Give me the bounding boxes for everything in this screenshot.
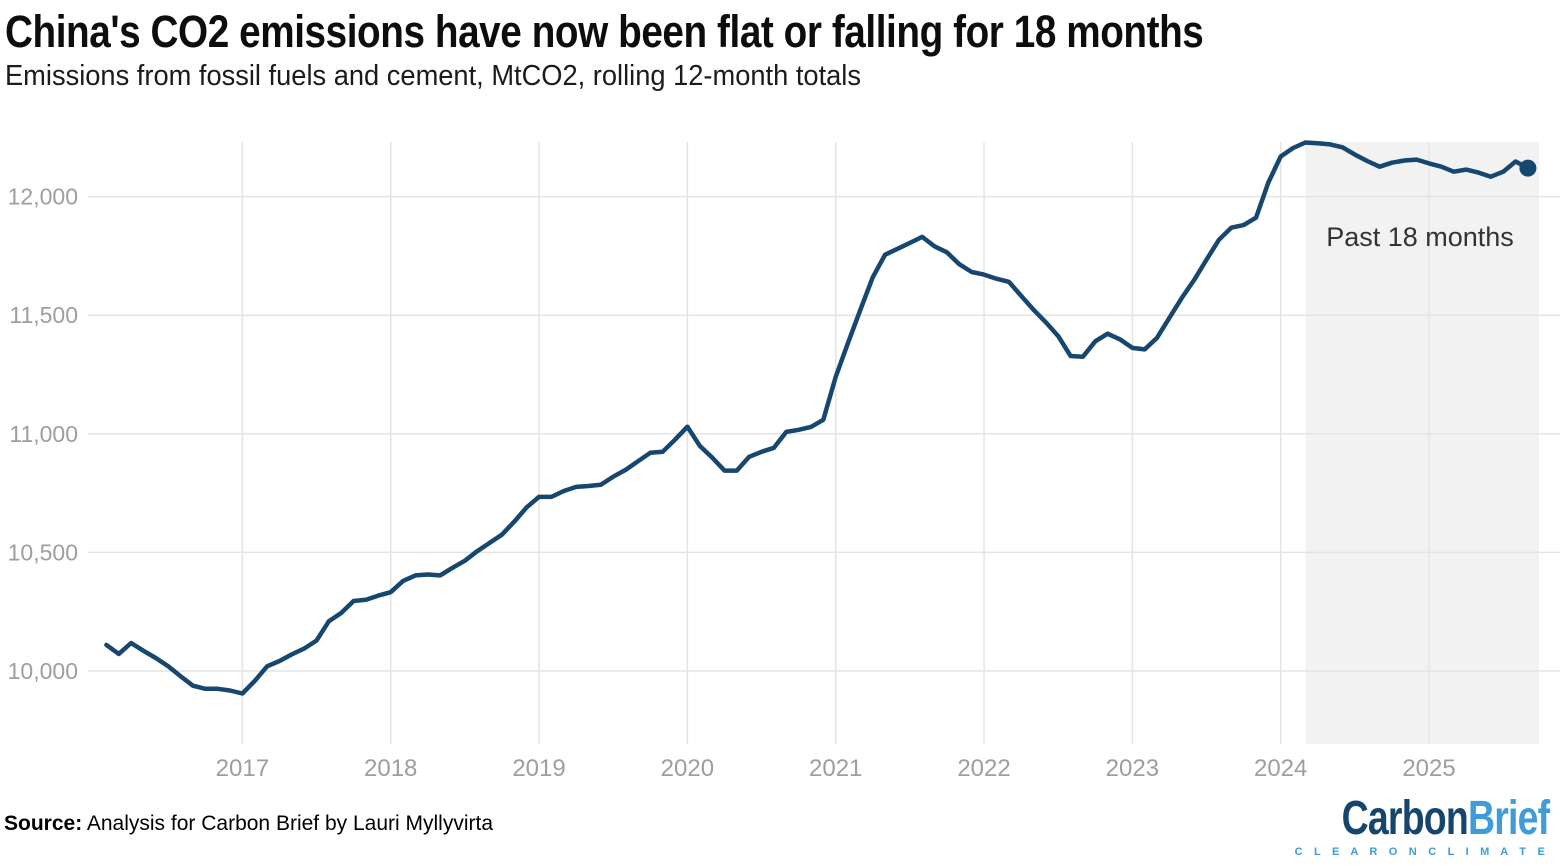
emissions-line-series: [104, 140, 1531, 696]
carbonbrief-logo: CarbonBrief C L E A R O N C L I M A T E: [1283, 792, 1550, 859]
x-axis-label: 2018: [364, 755, 417, 782]
y-axis-label: 11,500: [9, 302, 78, 328]
band-annotation: Past 18 months: [1326, 222, 1514, 252]
logo-wordmark: CarbonBrief: [1341, 792, 1550, 845]
source-label: Source:: [4, 812, 83, 835]
x-axis-label: 2022: [957, 755, 1010, 782]
source-note: Source: Analysis for Carbon Brief by Lau…: [4, 812, 493, 836]
logo-carbon: Carbon: [1341, 792, 1468, 845]
x-axis-label: 2025: [1402, 755, 1455, 782]
x-axis-label: 2019: [512, 755, 565, 782]
y-axis-label: 10,500: [8, 539, 78, 565]
x-axis-label: 2020: [661, 755, 714, 782]
chart-subtitle: Emissions from fossil fuels and cement, …: [5, 60, 862, 92]
logo-tagline: C L E A R O N C L I M A T E: [1294, 846, 1549, 858]
logo-brief: Brief: [1467, 792, 1550, 845]
end-point-dot: [1519, 159, 1537, 177]
y-axis-label: 10,000: [8, 658, 78, 684]
x-axis-label: 2024: [1254, 755, 1307, 782]
x-axis-label: 2021: [809, 755, 862, 782]
y-axis-label: 12,000: [8, 184, 78, 210]
x-axis-label: 2023: [1106, 755, 1159, 782]
source-text: Analysis for Carbon Brief by Lauri Mylly…: [82, 812, 493, 835]
x-axis-label: 2017: [216, 755, 269, 782]
chart-title: China's CO2 emissions have now been flat…: [5, 6, 1204, 57]
y-axis-label: 11,000: [9, 421, 78, 447]
highlight-band: [1305, 142, 1539, 744]
